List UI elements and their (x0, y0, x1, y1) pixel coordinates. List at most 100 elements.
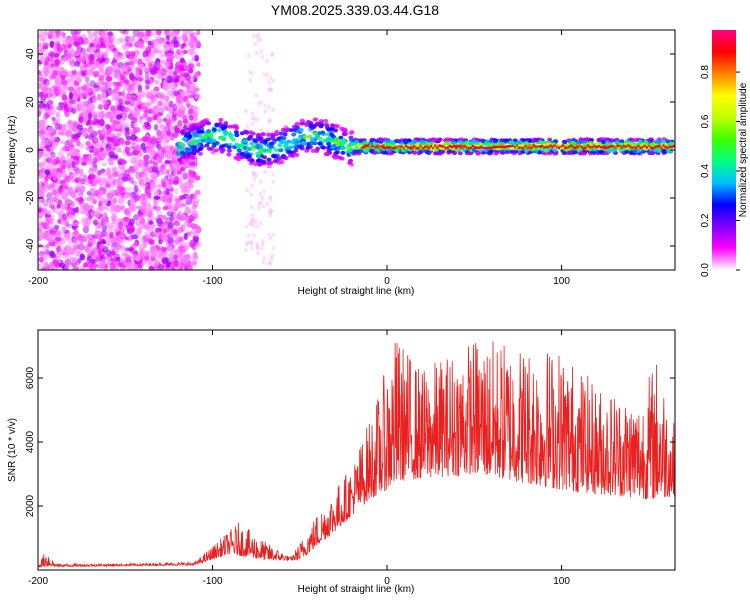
spectrogram-cell (86, 261, 93, 269)
spectrogram-cell (197, 151, 203, 156)
spectrogram-cell (75, 187, 82, 192)
spectrogram-cell (352, 149, 358, 154)
spectrogram-cell (111, 95, 116, 101)
spectrogram-cell (496, 145, 500, 149)
spectrogram-cell (522, 146, 525, 150)
spectrogram-cell (442, 145, 445, 148)
spectrogram-cell (171, 114, 177, 119)
spectrogram-cell (539, 140, 545, 145)
spectrogram-cell (164, 159, 170, 164)
spectrogram-cell (557, 146, 560, 150)
spectrogram-cell (255, 145, 261, 150)
spectrogram-cell (89, 187, 96, 193)
spectrogram-cell (129, 140, 136, 145)
spectrogram-cell (97, 112, 103, 117)
spectrogram-cell (64, 110, 70, 118)
spectrogram-cell (97, 85, 103, 90)
spectrogram-cell (42, 245, 50, 251)
spectrogram-cell (193, 198, 201, 204)
spectrogram-cell (98, 118, 105, 127)
spectrogram-cell (103, 51, 109, 59)
spectrogram-cell (73, 61, 81, 67)
spectrogram-cell (189, 141, 195, 146)
spectrogram-cell (191, 56, 196, 62)
spectrogram-cell (95, 150, 101, 157)
spectrogram-cell (52, 66, 58, 74)
spectrogram-cell (578, 144, 581, 147)
spectrogram-cell (84, 76, 90, 83)
spectrogram-cell (86, 69, 93, 77)
spectrogram-cell (44, 52, 49, 59)
spectrogram-cell (421, 140, 427, 145)
spectrogram-cell (252, 233, 256, 238)
spectrogram-cell (251, 116, 255, 121)
spectrogram-cell (626, 144, 630, 147)
spectrogram-cell (300, 141, 306, 146)
spectrogram-cell (406, 138, 412, 143)
spectrogram-cell (48, 183, 56, 189)
spectrogram-cell (204, 120, 210, 125)
spectrogram-cell (119, 138, 125, 146)
spectrogram-cell (151, 182, 156, 187)
spectrogram-cell (199, 144, 205, 149)
spectrogram-cell (267, 232, 271, 237)
spectrogram-cell (253, 42, 257, 47)
spectrogram-cell (43, 93, 49, 98)
spectrogram-cell (158, 234, 163, 242)
spectrogram-cell (115, 100, 120, 107)
spectrogram-cell (65, 186, 71, 192)
spectrogram-cell (130, 266, 137, 270)
spectrogram-cell (478, 146, 481, 150)
spectrogram-cell (194, 175, 201, 181)
spectrogram-cell (490, 146, 493, 150)
spectrogram-cell (169, 160, 174, 169)
spectrogram-cell (64, 259, 71, 268)
spectrogram-cell (306, 119, 312, 124)
spectrogram-cell (177, 236, 183, 243)
spectrogram-cell (47, 53, 54, 62)
spectrogram-cell (423, 145, 426, 149)
spectrogram-cell (145, 186, 152, 194)
spectrogram-cell (138, 223, 146, 230)
spectrogram-cell (509, 149, 515, 154)
spectrogram-cell (61, 32, 66, 39)
spectrogram-cell (132, 126, 138, 135)
spectrogram-cell (137, 152, 144, 158)
spectrogram-cell (181, 202, 188, 208)
spectrogram-cell (580, 145, 583, 149)
spectrogram-cell (109, 133, 116, 139)
spectrogram-cell (43, 202, 49, 208)
spectrogram-cell (81, 55, 86, 63)
spectrogram-cell (109, 104, 116, 112)
spectrogram-cell (155, 61, 162, 69)
spectrogram-cell (555, 145, 558, 149)
spectrogram-cell (272, 159, 278, 164)
snr-x-tick-label: -100 (203, 576, 223, 587)
spectrogram-cell (91, 46, 97, 53)
spectrogram-cell (633, 137, 639, 142)
spectrogram-cell (400, 145, 403, 149)
spectrogram-cell (144, 67, 150, 74)
spectrogram-cell (257, 206, 261, 211)
spectrogram-image (38, 30, 675, 270)
spectrogram-cell (499, 145, 502, 149)
spectrogram-cell (236, 157, 242, 162)
spectrogram-cell (51, 70, 58, 79)
spectrogram-cell (492, 145, 496, 149)
spectrogram-cell (170, 125, 176, 132)
spectrogram-cell (130, 134, 137, 141)
spectrogram-cell (81, 128, 87, 136)
spectrogram-cell (101, 30, 106, 38)
spectrogram-cell (251, 34, 255, 39)
spectrogram-cell (596, 138, 602, 143)
spectrogram-cell (257, 201, 261, 206)
spectrogram-cell (101, 176, 108, 184)
spectrogram-cell (87, 53, 94, 62)
spectrogram-cell (216, 128, 222, 133)
spectrogram-cell (307, 145, 313, 150)
spectrogram-cell (128, 36, 133, 42)
spectrogram-cell (450, 140, 456, 145)
spectrogram-cell (182, 30, 190, 36)
spectrogram-cell (270, 154, 276, 159)
